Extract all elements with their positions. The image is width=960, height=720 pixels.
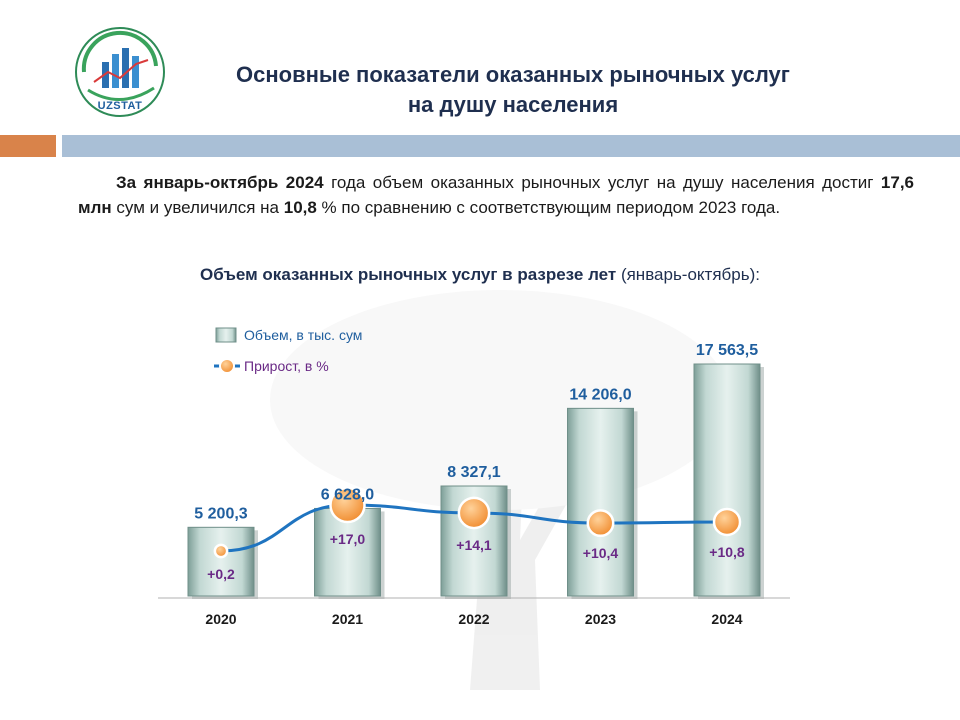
x-tick-2020: 2020 bbox=[205, 611, 236, 627]
value-label-2024: 17 563,5 bbox=[696, 342, 758, 359]
intro-period: За январь-октябрь 2024 bbox=[116, 173, 324, 192]
chart-heading-bold: Объем оказанных рыночных услуг в разрезе… bbox=[200, 265, 617, 284]
legend-swatch-bar bbox=[215, 327, 237, 343]
bars-layer bbox=[187, 363, 764, 599]
uzstat-logo: UZSTAT bbox=[74, 26, 166, 118]
growth-marker-2020 bbox=[213, 543, 229, 559]
logo-text: UZSTAT bbox=[97, 100, 143, 112]
legend: Объем, в тыс. сум Прирост, в % bbox=[214, 327, 362, 374]
chart-heading: Объем оказанных рыночных услуг в разрезе… bbox=[0, 265, 960, 285]
bar-2020 bbox=[187, 526, 255, 597]
uzstat-logo-emblem bbox=[75, 27, 165, 117]
page-title: Основные показатели оказанных рыночных у… bbox=[168, 60, 858, 120]
growth-marker-2022 bbox=[457, 496, 491, 530]
legend-item-growth: Прирост, в % bbox=[214, 358, 329, 374]
growth-marker-2023 bbox=[586, 509, 615, 538]
growth-label-2021: +17,0 bbox=[330, 531, 366, 547]
value-label-2022: 8 327,1 bbox=[447, 464, 500, 481]
bar-2023 bbox=[567, 407, 634, 597]
divider-accent-orange bbox=[0, 135, 56, 157]
x-tick-2023: 2023 bbox=[585, 611, 616, 627]
intro-text-1: года объем оказанных рыночных услуг на д… bbox=[323, 173, 881, 192]
value-label-2023: 14 206,0 bbox=[569, 386, 631, 403]
legend-label-volume: Объем, в тыс. сум bbox=[244, 327, 362, 343]
growth-label-2024: +10,8 bbox=[709, 544, 745, 560]
growth-marker-2024 bbox=[712, 507, 742, 537]
x-tick-2024: 2024 bbox=[711, 611, 742, 627]
legend-item-volume: Объем, в тыс. сум bbox=[215, 327, 362, 343]
intro-amount: 17,6 млн bbox=[78, 173, 915, 217]
x-tick-labels: 2020 2021 2022 2023 2024 bbox=[205, 611, 742, 627]
growth-label-2020: +0,2 bbox=[207, 566, 235, 582]
legend-label-growth: Прирост, в % bbox=[244, 358, 329, 374]
growth-label-2022: +14,1 bbox=[456, 537, 492, 553]
intro-text-2: сум и увеличился на bbox=[111, 198, 284, 217]
intro-paragraph: За январь-октябрь 2024 года объем оказан… bbox=[78, 170, 914, 220]
legend-swatch-marker bbox=[219, 358, 235, 374]
value-label-2021: 6 628,0 bbox=[321, 486, 374, 503]
growth-marker-2021 bbox=[329, 486, 366, 524]
growth-line-layer bbox=[213, 486, 742, 559]
x-tick-2021: 2021 bbox=[332, 611, 363, 627]
growth-label-2023: +10,4 bbox=[583, 545, 619, 561]
labels-layer: 5 200,3 6 628,0 8 327,1 14 206,0 17 563,5 +0,… bbox=[194, 342, 758, 582]
x-tick-2022: 2022 bbox=[458, 611, 489, 627]
intro-growth: 10,8 bbox=[283, 198, 317, 217]
chart-heading-normal: (январь-октябрь): bbox=[616, 265, 760, 284]
page-title-line1: Основные показатели оказанных рыночных у… bbox=[236, 62, 790, 87]
value-label-2020: 5 200,3 bbox=[194, 505, 247, 522]
intro-text-3: % по сравнению с соответствующим периодо… bbox=[316, 198, 781, 217]
bar-2024 bbox=[693, 363, 761, 597]
page-title-line2: на душу населения bbox=[407, 92, 619, 117]
divider-accent-blue bbox=[62, 135, 960, 157]
